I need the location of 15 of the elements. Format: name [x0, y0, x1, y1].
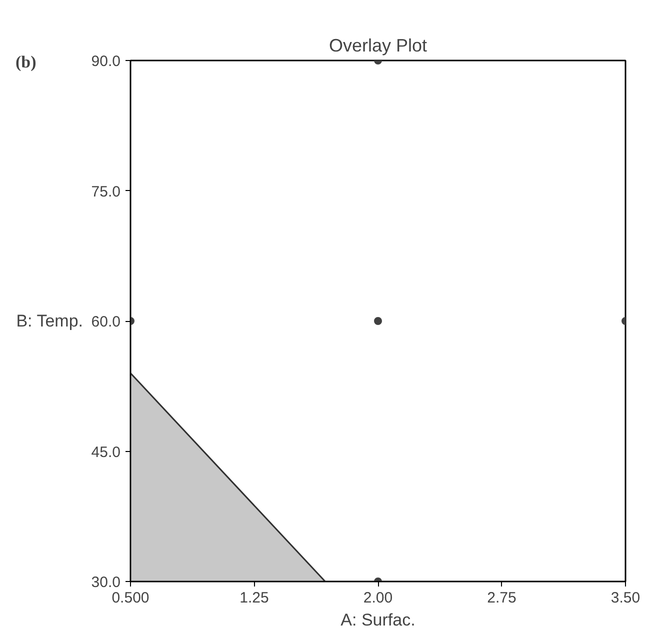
chart-title: Overlay Plot — [328, 36, 428, 56]
y-tick-label: 30.0 — [91, 574, 121, 591]
y-tick-label: 45.0 — [91, 444, 121, 461]
x-axis-title: A: Surfac. — [340, 610, 416, 630]
x-tick-label: 2.75 — [487, 590, 516, 606]
y-tick-label: 90.0 — [91, 53, 121, 70]
point — [374, 317, 382, 325]
x-tick-label: 0.500 — [112, 590, 150, 606]
x-tick-label: 1.25 — [240, 590, 269, 606]
x-tick-label: 3.50 — [610, 590, 640, 606]
y-axis-title: B: Temp. — [16, 312, 84, 330]
text: (b) — [16, 52, 36, 72]
x-tick-label: 2.00 — [363, 590, 393, 606]
y-tick-label: 75.0 — [91, 183, 121, 200]
y-tick-label: 60.0 — [91, 314, 121, 330]
